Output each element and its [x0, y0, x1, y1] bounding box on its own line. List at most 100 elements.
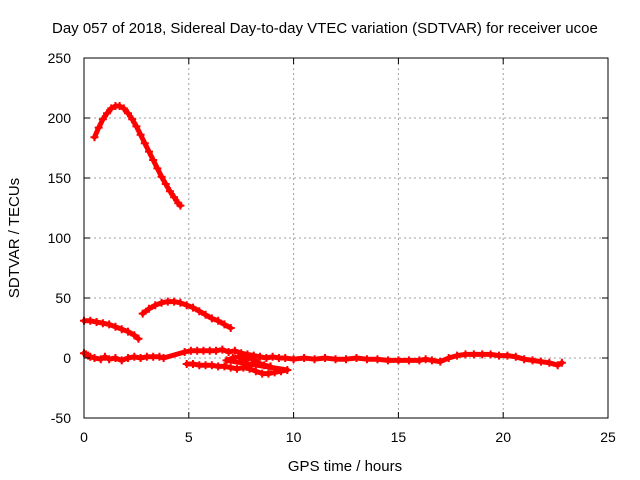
data-point-3-45 — [404, 356, 413, 365]
data-point-4-21 — [247, 354, 256, 362]
data-point-3-12 — [136, 354, 145, 362]
data-point-0-10 — [132, 122, 141, 131]
data-point-0-14 — [149, 156, 158, 164]
y-tick-label-2: 50 — [55, 290, 71, 306]
data-point-1-6 — [176, 298, 185, 307]
grid — [84, 58, 608, 418]
data-point-1-2 — [151, 301, 160, 310]
data-point-4-7 — [226, 363, 235, 372]
data-point-1-9 — [195, 307, 204, 316]
data-point-0-7 — [119, 104, 128, 113]
data-point-3-6 — [100, 352, 109, 361]
data-point-3-25 — [230, 346, 239, 355]
data-point-3-4 — [90, 354, 99, 362]
data-point-3-11 — [130, 352, 139, 361]
series-arc-mid — [138, 297, 235, 332]
data-point-4-16 — [283, 366, 292, 374]
data-point-4-22 — [253, 358, 262, 367]
data-point-2-2 — [92, 318, 101, 326]
data-point-3-43 — [383, 356, 392, 365]
data-point-0-0 — [90, 133, 99, 142]
data-point-0-11 — [136, 130, 145, 139]
series-cluster-negative — [182, 352, 292, 378]
data-point-1-8 — [188, 303, 197, 312]
data-point-4-11 — [251, 367, 260, 376]
data-point-0-6 — [115, 102, 124, 110]
y-tick-label-5: 200 — [48, 110, 72, 126]
data-point-3-35 — [300, 354, 309, 362]
y-axis-label: SDTVAR / TECUs — [6, 178, 23, 298]
x-tick-label-4: 20 — [495, 429, 511, 445]
data-point-3-33 — [281, 354, 290, 362]
y-tick-label-0: -50 — [51, 410, 71, 426]
data-point-3-38 — [331, 355, 340, 364]
series-cluster-near-zero — [80, 345, 566, 370]
data-point-3-22 — [212, 346, 221, 355]
data-point-3-37 — [321, 354, 330, 362]
data-point-4-1 — [188, 360, 197, 368]
data-point-4-23 — [260, 361, 269, 370]
data-point-3-50 — [444, 354, 453, 362]
data-point-3-48 — [427, 356, 436, 365]
data-point-3-24 — [224, 348, 233, 356]
y-tick-label-4: 150 — [48, 170, 72, 186]
data-point-0-18 — [165, 187, 174, 196]
data-point-2-7 — [124, 327, 133, 336]
data-point-4-14 — [270, 368, 279, 377]
data-point-0-8 — [124, 109, 133, 118]
data-point-3-61 — [536, 357, 545, 366]
data-point-1-14 — [226, 324, 235, 332]
data-point-3-56 — [495, 351, 504, 360]
data-point-3-36 — [310, 355, 319, 364]
data-point-4-20 — [241, 355, 250, 364]
data-point-3-34 — [289, 355, 298, 364]
data-point-3-47 — [421, 355, 430, 364]
data-point-1-5 — [170, 297, 179, 306]
data-point-3-8 — [111, 354, 120, 362]
data-point-3-58 — [511, 352, 520, 361]
data-point-4-18 — [228, 354, 237, 362]
series-arc-high — [90, 102, 185, 210]
data-point-2-8 — [130, 331, 139, 340]
data-point-1-13 — [220, 320, 229, 329]
data-point-1-1 — [144, 304, 153, 313]
data-point-0-13 — [144, 147, 153, 156]
data-point-3-17 — [180, 348, 189, 356]
data-point-3-3 — [86, 352, 95, 361]
data-point-3-53 — [469, 350, 478, 359]
data-point-0-16 — [157, 172, 166, 181]
data-point-3-57 — [503, 351, 512, 360]
series-trace-0 — [92, 103, 183, 209]
data-point-3-62 — [545, 358, 554, 367]
series-arc-low-left — [80, 316, 143, 343]
data-point-3-60 — [528, 356, 537, 365]
data-point-4-19 — [235, 352, 244, 361]
x-tick-label-5: 25 — [600, 429, 616, 445]
data-point-2-6 — [117, 325, 126, 334]
data-point-4-4 — [207, 361, 216, 370]
data-point-3-10 — [124, 354, 133, 362]
data-point-1-11 — [207, 314, 216, 323]
data-point-1-10 — [201, 310, 210, 319]
data-point-3-52 — [461, 350, 470, 359]
data-point-3-23 — [218, 345, 227, 354]
data-point-3-39 — [342, 355, 350, 364]
y-tick-label-1: 0 — [63, 350, 71, 366]
x-tick-label-0: 0 — [80, 429, 88, 445]
data-point-0-12 — [140, 139, 149, 148]
data-point-3-7 — [105, 355, 114, 364]
data-point-4-17 — [222, 356, 231, 365]
data-point-4-15 — [277, 367, 286, 376]
data-point-3-40 — [352, 354, 361, 362]
data-point-0-1 — [94, 123, 103, 132]
data-point-4-8 — [233, 364, 242, 373]
data-point-3-16 — [159, 354, 168, 362]
data-point-3-15 — [155, 352, 164, 361]
data-point-0-2 — [98, 115, 107, 124]
data-point-3-63 — [553, 361, 562, 370]
data-point-1-0 — [138, 309, 147, 318]
data-point-3-59 — [520, 355, 529, 364]
x-tick-label-1: 5 — [185, 429, 193, 445]
x-axis-label: GPS time / hours — [288, 458, 402, 475]
data-point-2-1 — [86, 316, 95, 325]
